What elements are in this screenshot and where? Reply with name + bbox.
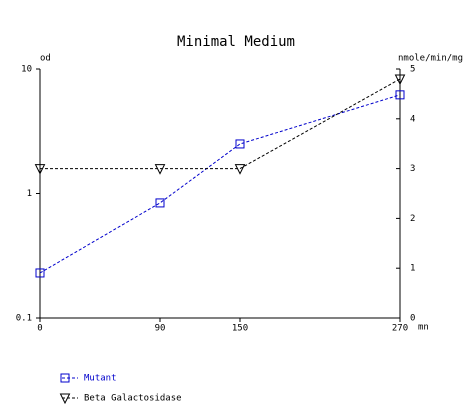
y-tick-label: 0.1 — [16, 314, 32, 324]
x-axis-label: mn — [418, 323, 429, 333]
marker — [235, 139, 245, 149]
y-tick-label: 1 — [27, 189, 32, 199]
legend-label: Beta Galactosidase — [84, 394, 182, 404]
y2-tick-label: 0 — [410, 314, 415, 324]
y-axis-label: od — [40, 54, 51, 64]
marker — [34, 164, 46, 175]
marker — [394, 74, 406, 86]
x-tick-label: 0 — [37, 324, 42, 334]
y2-tick-label: 2 — [410, 214, 415, 224]
chart-title: Minimal Medium — [177, 34, 295, 50]
y2-tick-label: 1 — [410, 264, 415, 274]
series-line — [39, 94, 401, 274]
marker — [154, 164, 166, 175]
y-tick-label: 10 — [21, 65, 32, 75]
legend-marker — [59, 393, 71, 405]
marker — [395, 90, 405, 100]
y2-tick-label: 3 — [410, 164, 415, 174]
marker — [35, 268, 45, 278]
series-line — [40, 78, 401, 170]
x-tick-label: 90 — [155, 324, 166, 334]
y2-tick-label: 4 — [410, 114, 415, 124]
marker — [155, 198, 165, 208]
legend-label: Mutant — [84, 374, 117, 384]
x-tick-label: 270 — [392, 324, 408, 334]
x-tick-label: 150 — [232, 324, 248, 334]
y2-axis-label: nmole/min/mg — [398, 54, 463, 64]
legend-marker — [60, 373, 70, 383]
y2-tick-label: 5 — [410, 65, 415, 75]
marker — [234, 164, 246, 175]
